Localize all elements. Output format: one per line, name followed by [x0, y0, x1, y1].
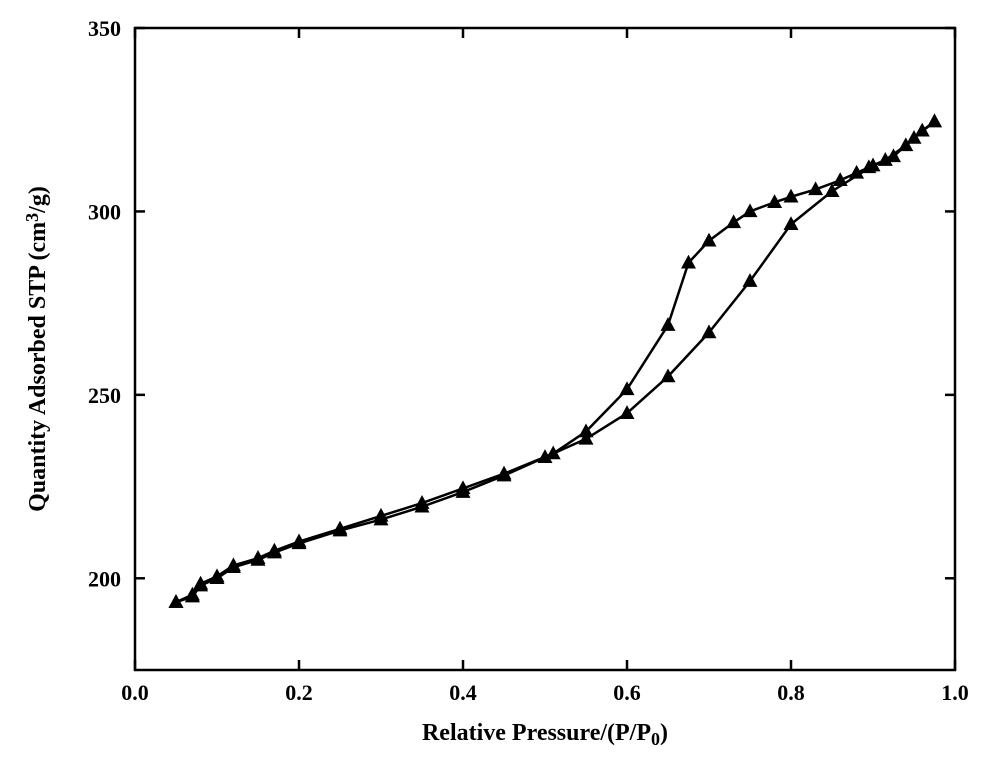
- series-marker-desorption: [661, 318, 674, 330]
- series-marker-desorption: [702, 234, 715, 246]
- y-tick-label: 350: [88, 16, 121, 41]
- chart-container: 0.0 0.2 0.4 0.6 0.8 1.0 200 250 300 350 Relative P…: [0, 0, 1000, 769]
- plot-frame: [135, 28, 955, 670]
- x-tick-label: 0.0: [121, 680, 149, 705]
- y-tick-label: 250: [88, 383, 121, 408]
- y-axis-label: Quantity Adsorbed STP (cm3/g): [22, 186, 51, 512]
- y-tick-label: 200: [88, 566, 121, 591]
- isotherm-chart: 0.0 0.2 0.4 0.6 0.8 1.0 200 250 300 350 Relative P…: [0, 0, 1000, 769]
- series-marker-desorption: [916, 124, 929, 136]
- x-tick-label: 1.0: [941, 680, 969, 705]
- x-tick-label: 0.4: [449, 680, 477, 705]
- series-marker-desorption: [928, 115, 941, 127]
- x-tick-label: 0.8: [777, 680, 805, 705]
- x-tick-label: 0.2: [285, 680, 313, 705]
- x-tick-label: 0.6: [613, 680, 641, 705]
- x-axis-label: Relative Pressure/(P/P0): [422, 720, 668, 749]
- y-tick-label: 300: [88, 199, 121, 224]
- series-marker-desorption: [727, 215, 740, 227]
